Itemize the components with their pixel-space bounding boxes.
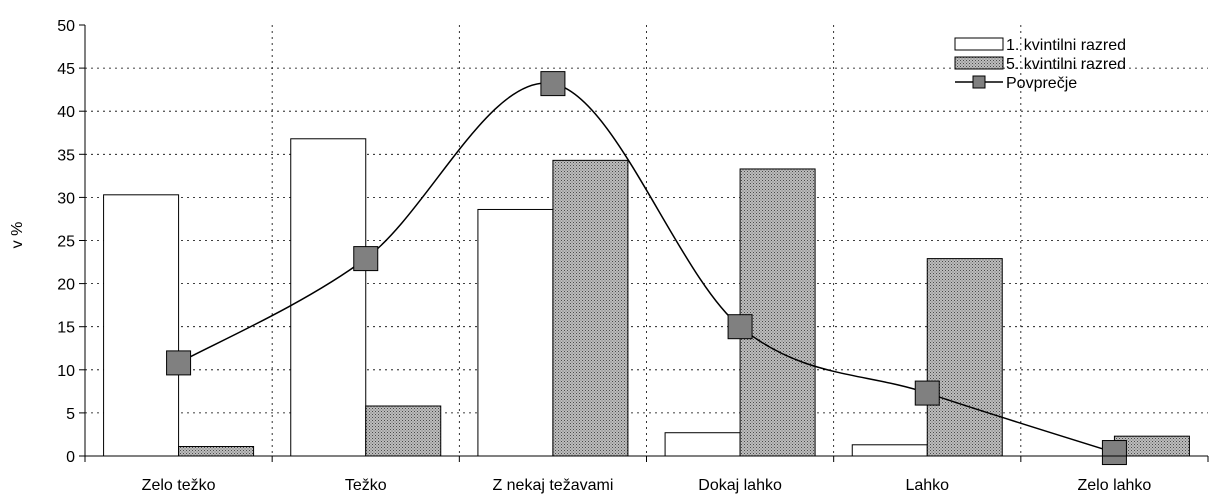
bar-q1 xyxy=(851,444,928,457)
category-label: Z nekaj težavami xyxy=(492,477,613,494)
category-label: Zelo lahko xyxy=(1078,477,1152,494)
average-marker xyxy=(914,380,940,406)
y-tick-label: 10 xyxy=(57,363,75,380)
average-marker xyxy=(540,71,566,97)
grid-lines xyxy=(85,25,1208,456)
bar-q1 xyxy=(477,208,554,457)
legend-swatch-q1 xyxy=(954,37,1004,51)
bar-q1 xyxy=(290,138,367,457)
bars xyxy=(103,138,1190,457)
y-tick-label: 15 xyxy=(57,320,75,337)
y-tick-label: 40 xyxy=(57,104,75,121)
bar-q5 xyxy=(365,405,442,457)
bar-q5 xyxy=(739,168,816,457)
category-label: Lahko xyxy=(905,477,949,494)
legend: 1. kvintilni razred 5. kvintilni razred … xyxy=(954,37,1126,92)
axes xyxy=(79,24,1209,462)
y-tick-label: 0 xyxy=(66,449,75,466)
average-marker xyxy=(166,350,192,376)
y-tick-label: 5 xyxy=(66,406,75,423)
bar-q5 xyxy=(926,258,1003,457)
category-label: Dokaj lahko xyxy=(698,477,782,494)
legend-label-q1: 1. kvintilni razred xyxy=(1006,37,1126,54)
bar-q5 xyxy=(552,159,629,457)
y-tick-label: 30 xyxy=(57,190,75,207)
category-labels: Zelo težko Težko Z nekaj težavami Dokaj lah… xyxy=(142,477,1152,494)
average-line xyxy=(166,71,1127,466)
y-tick-label: 25 xyxy=(57,234,75,251)
legend-swatch-q5 xyxy=(954,56,1004,70)
category-label: Težko xyxy=(345,477,387,494)
y-tick-label: 35 xyxy=(57,147,75,164)
average-marker xyxy=(727,314,753,340)
y-tick-label: 50 xyxy=(57,18,75,35)
bar-q1 xyxy=(103,194,180,457)
legend-label-average: Povprečje xyxy=(1006,75,1077,92)
y-tick-label: 20 xyxy=(57,277,75,294)
bar-q1 xyxy=(664,432,741,457)
y-axis-label: v % xyxy=(9,222,26,249)
bar-q5 xyxy=(178,446,255,457)
category-label: Zelo težko xyxy=(142,477,216,494)
tick-labels: 0 5 10 15 20 25 30 35 40 45 50 xyxy=(57,18,75,466)
y-tick-label: 45 xyxy=(57,61,75,78)
legend-marker-average xyxy=(972,75,986,89)
average-marker xyxy=(1101,440,1127,466)
legend-label-q5: 5. kvintilni razred xyxy=(1006,56,1126,73)
average-marker xyxy=(353,246,379,272)
